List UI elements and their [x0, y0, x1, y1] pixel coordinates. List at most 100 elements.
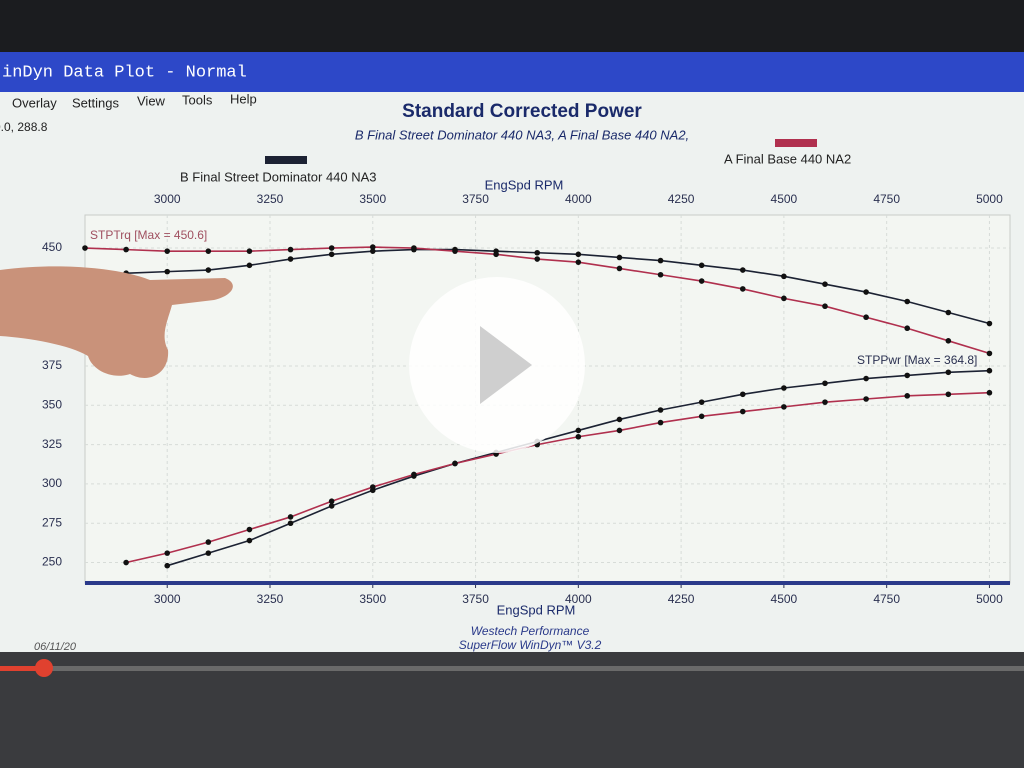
torque-point	[698, 262, 705, 269]
y-tick-label: 300	[42, 476, 62, 490]
torque-point	[739, 286, 746, 292]
torque-point	[123, 246, 129, 253]
power-point	[822, 399, 828, 405]
power-point	[986, 389, 993, 396]
torque-point	[411, 245, 417, 251]
torque-point	[822, 281, 828, 287]
title-bar	[0, 52, 1024, 92]
progress-track[interactable]	[0, 666, 1024, 671]
torque-point	[904, 298, 911, 305]
torque-point	[822, 303, 828, 310]
pointing-hand	[0, 266, 233, 378]
torque-point	[863, 314, 869, 321]
window-title: inDyn Data Plot - Normal	[2, 63, 247, 82]
legend-label: A Final Base 440 NA2	[724, 151, 851, 166]
torque-point	[246, 262, 253, 269]
torque-point	[534, 249, 541, 256]
torque-point	[164, 268, 171, 275]
y-tick-label: 375	[42, 358, 62, 372]
torque-point	[616, 265, 623, 272]
top-tick-label: 4750	[873, 192, 900, 206]
y-tick-label: 450	[42, 240, 62, 254]
power-point	[904, 393, 911, 399]
power-point	[205, 550, 212, 556]
legend-label: B Final Street Dominator 440 NA3	[180, 169, 377, 184]
torque-point	[328, 245, 335, 251]
torque-point	[287, 246, 294, 253]
power-point	[123, 559, 129, 566]
top-tick-label: 3250	[257, 192, 284, 206]
torque-point	[657, 271, 664, 278]
menu-item[interactable]: Overlay	[12, 95, 57, 110]
top-tick-label: 4000	[565, 192, 592, 206]
torque-point	[657, 257, 664, 264]
power-point	[781, 385, 787, 391]
torque-point	[698, 278, 705, 284]
torque-point	[904, 325, 911, 332]
cursor-readout: 0.0, 288.8	[0, 120, 48, 134]
torque-point	[616, 254, 623, 261]
torque-point	[246, 248, 253, 254]
power-point	[452, 460, 458, 467]
x-axis-label: EngSpd RPM	[485, 177, 564, 192]
power-point	[945, 391, 952, 398]
x-tick-label: 4750	[873, 592, 900, 606]
torque-point	[369, 244, 376, 250]
power-line	[125, 391, 990, 564]
torque-point	[287, 256, 294, 262]
power-annotation: STPPwr [Max = 364.8]	[857, 353, 977, 367]
x-tick-label: 3250	[257, 592, 284, 606]
play-icon	[480, 326, 532, 404]
top-tick-label: 3500	[359, 192, 386, 206]
power-point	[287, 514, 294, 520]
menu-item[interactable]: Help	[230, 91, 257, 106]
power-point	[328, 503, 335, 509]
power-point	[863, 396, 869, 402]
power-point	[616, 427, 623, 434]
menu-item[interactable]: View	[137, 93, 166, 108]
footer-company: Westech Performance	[471, 624, 590, 638]
legend-swatch	[265, 156, 307, 164]
y-tick-label: 250	[42, 555, 62, 569]
video-controls	[0, 652, 1024, 768]
power-point	[246, 537, 253, 544]
chart-subtitle: B Final Street Dominator 440 NA3, A Fina…	[355, 127, 689, 142]
torque-point	[781, 273, 787, 280]
torque-point	[986, 350, 993, 357]
power-point	[739, 391, 746, 398]
power-point	[164, 550, 171, 556]
torque-annotation: STPTrq [Max = 450.6]	[90, 228, 207, 242]
power-point	[369, 484, 376, 490]
power-point	[616, 416, 623, 423]
x-axis-label: EngSpd RPM	[497, 602, 576, 617]
power-point	[246, 526, 253, 533]
top-tick-label: 4500	[771, 192, 798, 206]
power-point	[781, 404, 787, 410]
power-point	[698, 413, 705, 420]
torque-point	[452, 248, 458, 254]
progress-handle[interactable]	[35, 659, 53, 677]
torque-point	[164, 248, 171, 254]
power-point	[205, 539, 212, 545]
legend-swatch	[775, 139, 817, 147]
menu-item[interactable]: Settings	[72, 95, 119, 110]
x-tick-label: 5000	[976, 592, 1003, 606]
x-tick-label: 3750	[462, 592, 489, 606]
torque-point	[945, 309, 952, 316]
power-point	[657, 419, 664, 426]
power-point	[287, 520, 294, 527]
torque-point	[369, 248, 376, 254]
torque-point	[739, 267, 746, 273]
torque-point	[534, 256, 541, 262]
x-tick-label: 4250	[668, 592, 695, 606]
power-point	[822, 380, 828, 387]
power-point	[575, 427, 582, 434]
chart-title: Standard Corrected Power	[402, 101, 642, 122]
x-tick-label: 4000	[565, 592, 592, 606]
power-point	[863, 375, 869, 382]
menu-item[interactable]: Tools	[182, 92, 213, 107]
power-point	[328, 498, 335, 505]
torque-point	[863, 289, 869, 295]
top-tick-label: 3750	[462, 192, 489, 206]
